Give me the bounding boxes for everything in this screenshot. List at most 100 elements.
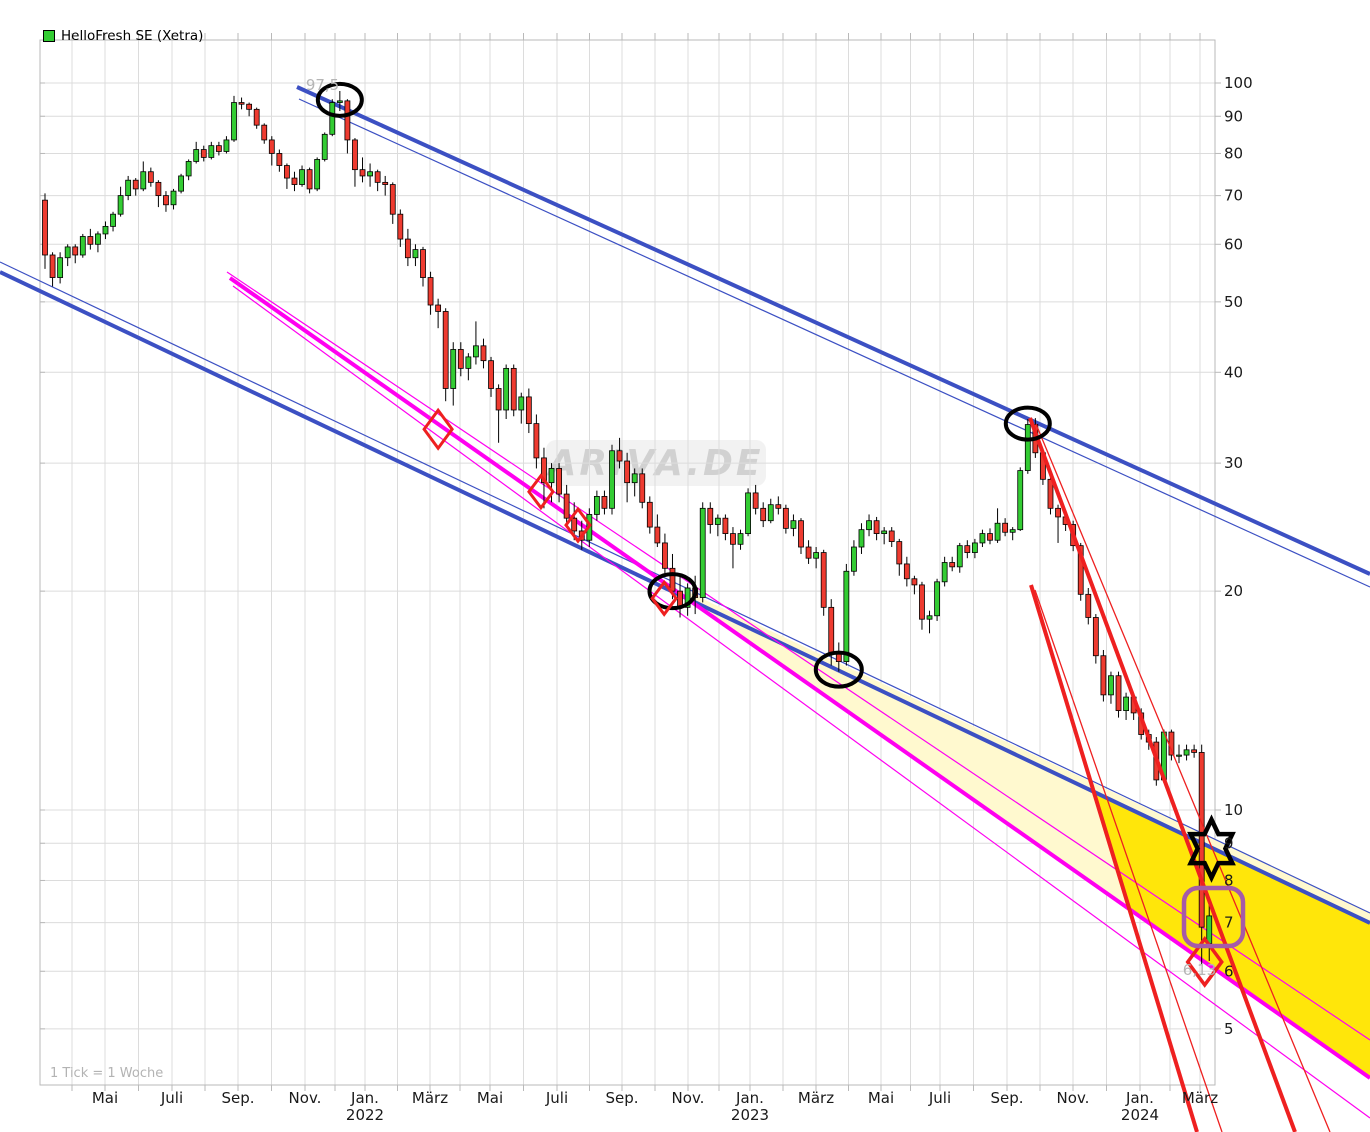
candle xyxy=(87,236,94,245)
candle xyxy=(1183,749,1190,756)
candle xyxy=(367,171,373,177)
x-axis-tick-label: Sep. xyxy=(990,1089,1023,1107)
candle xyxy=(609,450,615,509)
magenta-fan-upper xyxy=(226,271,1370,1041)
annotations-layer xyxy=(315,81,1246,988)
y-axis-tick-label: 60 xyxy=(1224,235,1243,253)
candle xyxy=(1191,749,1198,753)
candle xyxy=(541,457,547,484)
candle xyxy=(321,133,328,160)
candle xyxy=(798,520,804,548)
candle xyxy=(95,233,101,245)
candle xyxy=(495,388,502,411)
candle xyxy=(707,507,714,525)
candle xyxy=(72,246,79,256)
candle xyxy=(911,578,918,586)
low-label: 6,13 xyxy=(1183,961,1216,979)
candle xyxy=(110,213,116,227)
candle xyxy=(1002,522,1009,533)
candle xyxy=(805,546,812,559)
candle xyxy=(329,102,336,135)
y-axis-tick-label: 90 xyxy=(1224,107,1243,125)
candle xyxy=(669,567,676,592)
diamond-marker xyxy=(1185,936,1224,988)
candle xyxy=(1009,529,1016,533)
candle xyxy=(631,473,638,484)
y-axis-tick-label: 6 xyxy=(1224,962,1234,980)
legend: HelloFresh SE (Xetra) xyxy=(43,28,203,44)
candle xyxy=(851,546,857,572)
candle xyxy=(238,102,245,105)
candle xyxy=(903,563,910,580)
candle xyxy=(1047,478,1054,509)
candle xyxy=(979,533,986,544)
candle xyxy=(1176,754,1182,757)
candle xyxy=(828,606,835,655)
y-axis-tick-label: 70 xyxy=(1224,187,1243,205)
candle xyxy=(374,171,381,183)
candle xyxy=(1017,470,1024,531)
crash-channel-left-thin xyxy=(1034,589,1223,1132)
candle xyxy=(57,257,64,278)
candle xyxy=(299,169,305,185)
circle-marker xyxy=(813,650,864,689)
candle xyxy=(193,149,200,162)
x-axis-tick-label: Mai xyxy=(868,1089,894,1107)
candle xyxy=(457,349,464,369)
candle xyxy=(616,450,623,462)
candle xyxy=(231,102,237,141)
candle xyxy=(140,171,147,190)
candle xyxy=(593,495,600,515)
candle xyxy=(276,153,283,166)
candle xyxy=(624,460,631,484)
candle xyxy=(843,570,850,663)
candle xyxy=(654,526,661,544)
candle xyxy=(132,179,139,190)
x-axis-tick-label: Jan. xyxy=(735,1089,764,1107)
upper-channel-thin xyxy=(298,98,1370,588)
candle xyxy=(170,190,177,206)
candle xyxy=(185,161,192,177)
candle xyxy=(200,149,207,158)
candle xyxy=(767,504,774,522)
magenta-fan-thick xyxy=(228,276,1370,1080)
candle xyxy=(261,124,268,141)
candle xyxy=(881,530,888,534)
candle xyxy=(397,213,404,240)
y-axis-tick-label: 100 xyxy=(1224,74,1253,92)
candle xyxy=(820,552,827,608)
legend-swatch-icon xyxy=(43,30,55,42)
circle-marker xyxy=(315,81,364,118)
x-axis-year-label: 2023 xyxy=(731,1106,769,1124)
candle xyxy=(533,423,540,459)
value-callouts: 97,5 6,13 xyxy=(306,76,1216,979)
candle xyxy=(314,159,321,190)
x-axis-tick-label: Nov. xyxy=(672,1089,705,1107)
candle xyxy=(737,533,744,545)
x-axis-tick-label: Sep. xyxy=(221,1089,254,1107)
candle xyxy=(662,542,668,569)
x-axis-tick-label: März xyxy=(798,1089,834,1107)
x-axis-tick-label: Juli xyxy=(545,1089,568,1107)
candle xyxy=(866,520,872,531)
candle xyxy=(488,360,494,389)
x-axis-year-label: 2024 xyxy=(1121,1106,1159,1124)
x-axis-tick-label: März xyxy=(412,1089,448,1107)
crash-channel-right-thin xyxy=(1035,423,1331,1132)
candle xyxy=(1092,617,1099,657)
candle xyxy=(382,181,389,185)
candle xyxy=(730,533,736,545)
candle xyxy=(1108,675,1114,696)
candle xyxy=(389,184,396,215)
legend-label: HelloFresh SE (Xetra) xyxy=(61,28,204,44)
candle xyxy=(1024,424,1031,471)
candle xyxy=(548,468,555,484)
candle xyxy=(563,493,570,519)
y-axis-tick-label: 40 xyxy=(1224,363,1243,381)
candle xyxy=(926,615,933,620)
candle xyxy=(465,356,472,369)
candle xyxy=(646,501,653,528)
candle xyxy=(964,545,971,553)
candle xyxy=(420,249,426,278)
candle xyxy=(919,584,925,620)
